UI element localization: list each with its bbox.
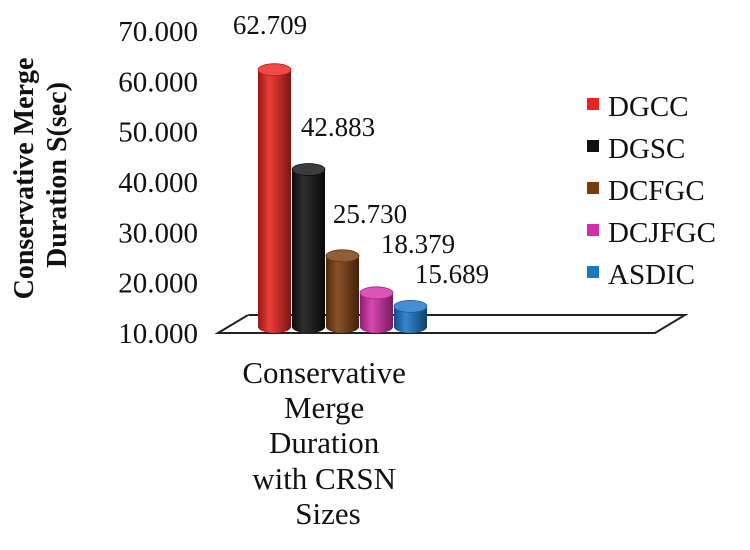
data-label-asdic: 15.689 — [415, 259, 489, 289]
y-axis-label-line-2: Duration S(sec) — [42, 82, 73, 268]
y-tick-label: 30.000 — [118, 217, 198, 249]
y-axis-label-line-1: Conservative Merge — [9, 58, 40, 300]
y-tick-label: 50.000 — [118, 117, 198, 149]
bar-top-dcjfgc — [359, 286, 394, 300]
legend-label-dcfgc: DCFGC — [608, 175, 705, 207]
bar-dcjfgc — [359, 286, 394, 333]
bar-body-asdic — [394, 306, 427, 333]
legend: DGCC DGSC DCFGC DCJFGC ASDIC — [587, 91, 716, 291]
x-category-line-4: with CRSN — [252, 461, 396, 496]
bar-body-dcfgc — [326, 255, 359, 333]
y-tick-label: 10.000 — [118, 318, 198, 350]
bar-asdic — [393, 299, 428, 333]
data-label-dcfgc: 25.730 — [333, 199, 407, 229]
bar-top-dgsc — [291, 163, 326, 176]
bar-dcfgc — [325, 249, 360, 333]
bar-top-asdic — [393, 299, 428, 313]
y-axis-label: Conservative Merge Duration S(sec) — [9, 51, 73, 300]
x-category-line-1: Conservative — [242, 355, 406, 390]
bar-top-dcfgc — [325, 249, 360, 263]
x-category-label: Conservative Merge Duration with CRSN Si… — [242, 355, 413, 531]
y-tick-label: 60.000 — [118, 66, 198, 98]
y-tick-label: 70.000 — [118, 16, 198, 48]
data-label-dgsc: 42.883 — [301, 112, 375, 142]
legend-swatch-dcfgc — [587, 182, 599, 194]
bar-body-dgcc — [258, 69, 291, 334]
legend-swatch-dcjfgc — [587, 224, 599, 236]
legend-swatch-dgcc — [587, 98, 599, 110]
legend-swatch-asdic — [587, 266, 599, 278]
bar-body-dgsc — [292, 169, 325, 333]
bar-top-dgcc — [257, 63, 292, 77]
legend-label-asdic: ASDIC — [608, 259, 695, 291]
legend-label-dgcc: DGCC — [608, 91, 689, 123]
x-category-line-3: Duration — [269, 425, 380, 460]
x-category-line-2: Merge — [284, 390, 364, 425]
legend-swatch-dgsc — [587, 140, 599, 152]
data-label-dgcc: 62.709 — [233, 10, 307, 40]
bars — [257, 63, 428, 334]
y-axis-ticks: 10.000 20.000 30.000 40.000 50.000 60.000 70.0… — [118, 16, 198, 350]
bar-dgsc — [291, 163, 326, 333]
bar-body-dcjfgc — [360, 292, 393, 333]
legend-label-dcjfgc: DCJFGC — [608, 217, 716, 249]
data-label-dcjfgc: 18.379 — [381, 229, 455, 259]
bar-dgcc — [257, 63, 292, 334]
y-tick-label: 20.000 — [118, 268, 198, 300]
legend-label-dgsc: DGSC — [608, 133, 685, 165]
x-category-line-5: Sizes — [295, 496, 360, 531]
y-tick-label: 40.000 — [118, 167, 198, 199]
